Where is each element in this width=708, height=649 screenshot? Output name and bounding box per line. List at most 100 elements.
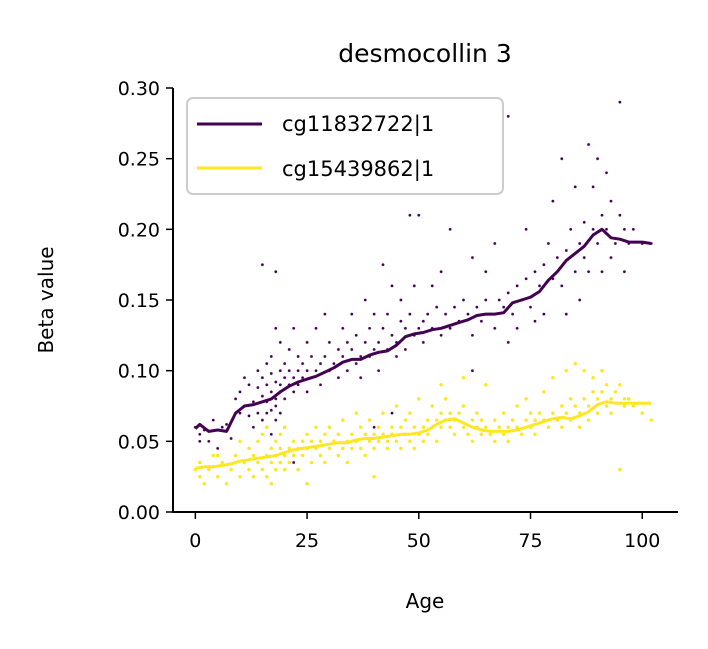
data-point	[363, 453, 368, 458]
data-point	[278, 340, 283, 345]
data-point	[358, 375, 363, 380]
data-point	[595, 241, 600, 246]
data-point	[506, 114, 511, 119]
data-point	[564, 248, 569, 253]
chart-title: desmocollin 3	[338, 39, 512, 68]
data-point	[269, 390, 274, 394]
data-point	[291, 453, 296, 458]
data-point	[439, 425, 443, 430]
data-point	[197, 474, 202, 479]
data-point	[573, 185, 578, 189]
data-point	[300, 439, 305, 444]
data-point	[618, 100, 622, 104]
data-point	[323, 460, 327, 465]
data-point	[381, 262, 385, 267]
data-point	[197, 460, 202, 465]
data-point	[202, 481, 207, 486]
data-point	[340, 326, 345, 331]
data-point	[256, 439, 260, 444]
data-point	[537, 411, 542, 415]
data-point	[443, 312, 448, 316]
data-point	[591, 375, 595, 380]
data-point	[269, 446, 274, 451]
data-point	[613, 241, 618, 246]
data-point	[314, 425, 318, 430]
data-point	[403, 347, 408, 352]
data-point	[318, 361, 323, 366]
data-point	[197, 439, 202, 444]
data-point	[296, 354, 300, 359]
data-point	[273, 269, 278, 274]
trend-lines	[194, 227, 652, 470]
data-point	[609, 397, 613, 401]
data-point	[609, 199, 613, 203]
data-point	[345, 460, 350, 465]
data-point	[492, 326, 497, 331]
data-point	[582, 220, 587, 225]
x-tick-label: 25	[295, 530, 319, 552]
data-point	[309, 439, 314, 444]
data-point	[564, 411, 569, 415]
data-point	[408, 411, 412, 415]
data-point	[524, 227, 528, 232]
data-point	[546, 425, 551, 430]
data-point	[618, 213, 622, 217]
data-point	[425, 312, 430, 316]
data-point	[260, 467, 265, 472]
data-point	[256, 385, 260, 390]
series-2-points	[193, 361, 654, 486]
x-tick-label: 50	[407, 530, 431, 552]
data-point	[323, 432, 327, 437]
data-point	[560, 404, 564, 408]
data-point	[492, 439, 497, 444]
data-point	[439, 269, 443, 274]
legend-label-series-1: cg11832722|1	[282, 112, 434, 137]
data-point	[273, 326, 278, 331]
data-point	[242, 375, 247, 380]
data-point	[278, 432, 283, 437]
data-point	[264, 425, 269, 430]
data-point	[273, 418, 278, 422]
data-point	[609, 411, 613, 415]
data-point	[278, 411, 283, 415]
data-point	[483, 298, 488, 302]
data-point	[287, 460, 292, 465]
legend: cg11832722|1 cg15439862|1	[186, 97, 504, 195]
data-point	[363, 298, 368, 302]
data-point	[622, 227, 627, 232]
data-point	[542, 390, 546, 394]
data-point	[264, 382, 269, 387]
data-point	[515, 284, 519, 288]
data-point	[282, 467, 287, 472]
data-point	[461, 425, 466, 430]
data-point	[483, 425, 488, 430]
data-point	[273, 380, 278, 384]
data-point	[399, 319, 403, 324]
data-point	[604, 227, 609, 232]
data-point	[408, 213, 412, 217]
data-point	[215, 474, 220, 479]
y-tick-label: 0.15	[118, 290, 160, 312]
data-point	[452, 305, 457, 309]
data-point	[461, 375, 466, 380]
data-point	[577, 241, 582, 246]
data-point	[416, 397, 421, 401]
data-point	[586, 269, 591, 274]
data-point	[506, 291, 511, 295]
data-point	[318, 382, 323, 387]
data-point	[533, 269, 537, 274]
data-point	[332, 361, 336, 366]
x-tick-label: 0	[189, 530, 201, 552]
data-point	[399, 298, 403, 302]
data-point	[443, 397, 448, 401]
data-point	[247, 414, 251, 418]
data-point	[416, 213, 421, 217]
data-point	[595, 156, 600, 161]
legend-box	[186, 97, 504, 195]
data-point	[336, 432, 341, 437]
data-point	[591, 227, 595, 232]
data-point	[349, 347, 354, 352]
data-point	[515, 326, 519, 331]
y-axis-label: Beta value	[34, 246, 58, 353]
data-point	[296, 467, 300, 472]
